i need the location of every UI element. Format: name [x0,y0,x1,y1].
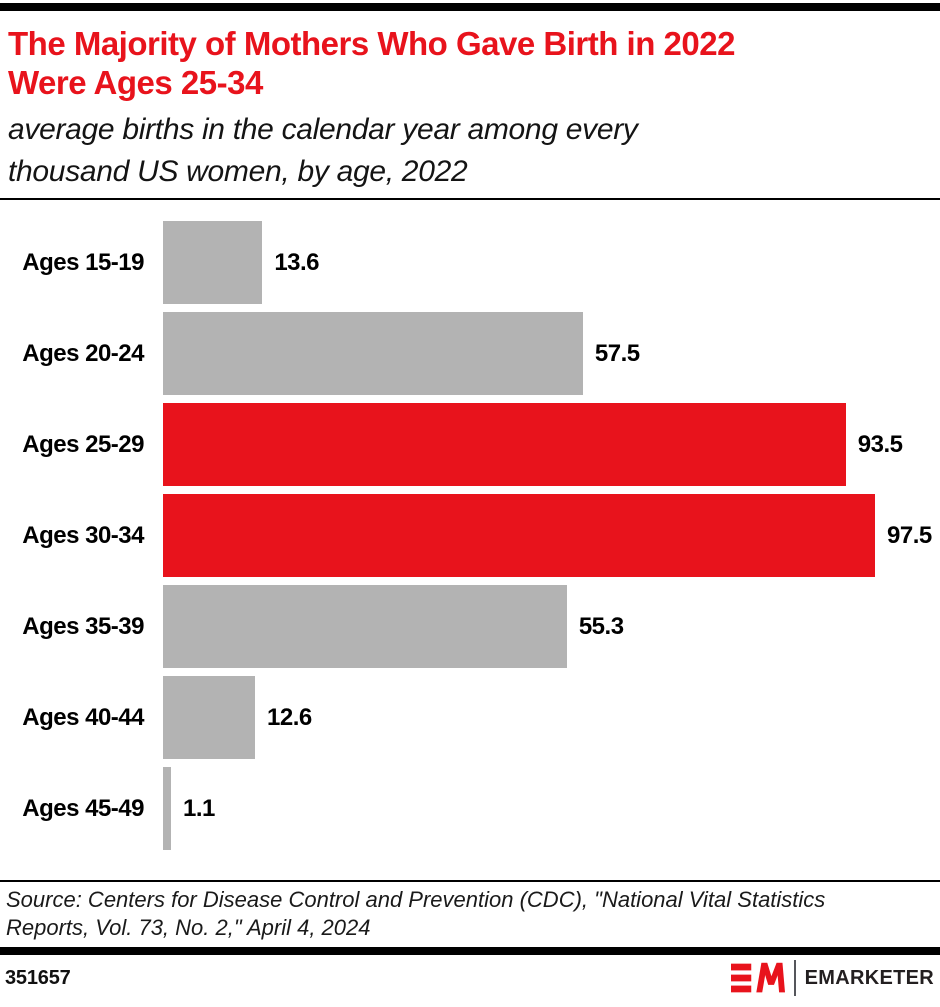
bar [163,676,255,759]
title-line-2: Were Ages 25-34 [8,64,263,101]
bar [163,221,263,304]
bar-zone: 97.5 [163,494,940,577]
header-divider [0,198,940,200]
logo-divider [793,960,796,996]
brand-name: EMARKETER [804,966,934,989]
bar [163,585,567,668]
bar-row: Ages 30-34 97.5 [0,494,940,577]
bar-row: Ages 25-29 93.5 [0,403,940,486]
bar-chart: Ages 15-19 13.6 Ages 20-24 57.5 Ages 25-… [0,200,940,850]
category-label: Ages 15-19 [22,248,144,276]
category-label: Ages 30-34 [22,521,144,549]
header: The Majority of Mothers Who Gave Birth i… [0,11,940,193]
category-label: Ages 40-44 [22,703,144,731]
bar-zone: 12.6 [163,676,940,759]
value-label: 55.3 [578,612,624,640]
bar [163,312,583,395]
bar-zone: 1.1 [163,767,940,850]
title-line-1: The Majority of Mothers Who Gave Birth i… [8,25,735,62]
subtitle-line-1: average births in the calendar year amon… [8,113,638,146]
bar-row: Ages 35-39 55.3 [0,585,940,668]
value-label: 97.5 [887,521,932,549]
chart-subtitle: average births in the calendar year amon… [8,109,930,193]
bar-zone: 93.5 [163,403,940,486]
category-label: Ages 45-49 [22,794,144,822]
value-label: 1.1 [183,794,215,822]
value-label: 12.6 [267,703,312,731]
emarketer-logo: EMARKETER [730,958,934,998]
value-label: 13.6 [274,248,320,276]
value-label: 57.5 [594,339,640,367]
source-note: Source: Centers for Disease Control and … [0,882,940,942]
bar [163,767,172,850]
category-label: Ages 25-29 [22,430,144,458]
top-accent-bar [0,3,940,11]
bar-zone: 57.5 [163,312,940,395]
bar-zone: 55.3 [163,585,940,668]
bar-row: Ages 20-24 57.5 [0,312,940,395]
page-title: The Majority of Mothers Who Gave Birth i… [8,24,930,102]
chart-id: 351657 [5,966,71,989]
subtitle-line-2: thousand US women, by age, 2022 [8,155,468,188]
bar-row: Ages 45-49 1.1 [0,767,940,850]
source-divider [0,880,940,882]
footer: 351657 EMARKETER [0,955,940,1001]
category-label: Ages 20-24 [22,339,144,367]
bar-zone: 13.6 [163,221,940,304]
value-label: 93.5 [857,430,903,458]
bar-row: Ages 40-44 12.6 [0,676,940,759]
category-label: Ages 35-39 [22,612,144,640]
bar [163,494,875,577]
bar [163,403,846,486]
source-line-1: Source: Centers for Disease Control and … [6,887,826,912]
em-monogram-icon [730,962,785,993]
bar-row: Ages 15-19 13.6 [0,221,940,304]
footer-accent-bar [0,947,940,955]
source-line-2: Reports, Vol. 73, No. 2," April 4, 2024 [6,915,371,940]
